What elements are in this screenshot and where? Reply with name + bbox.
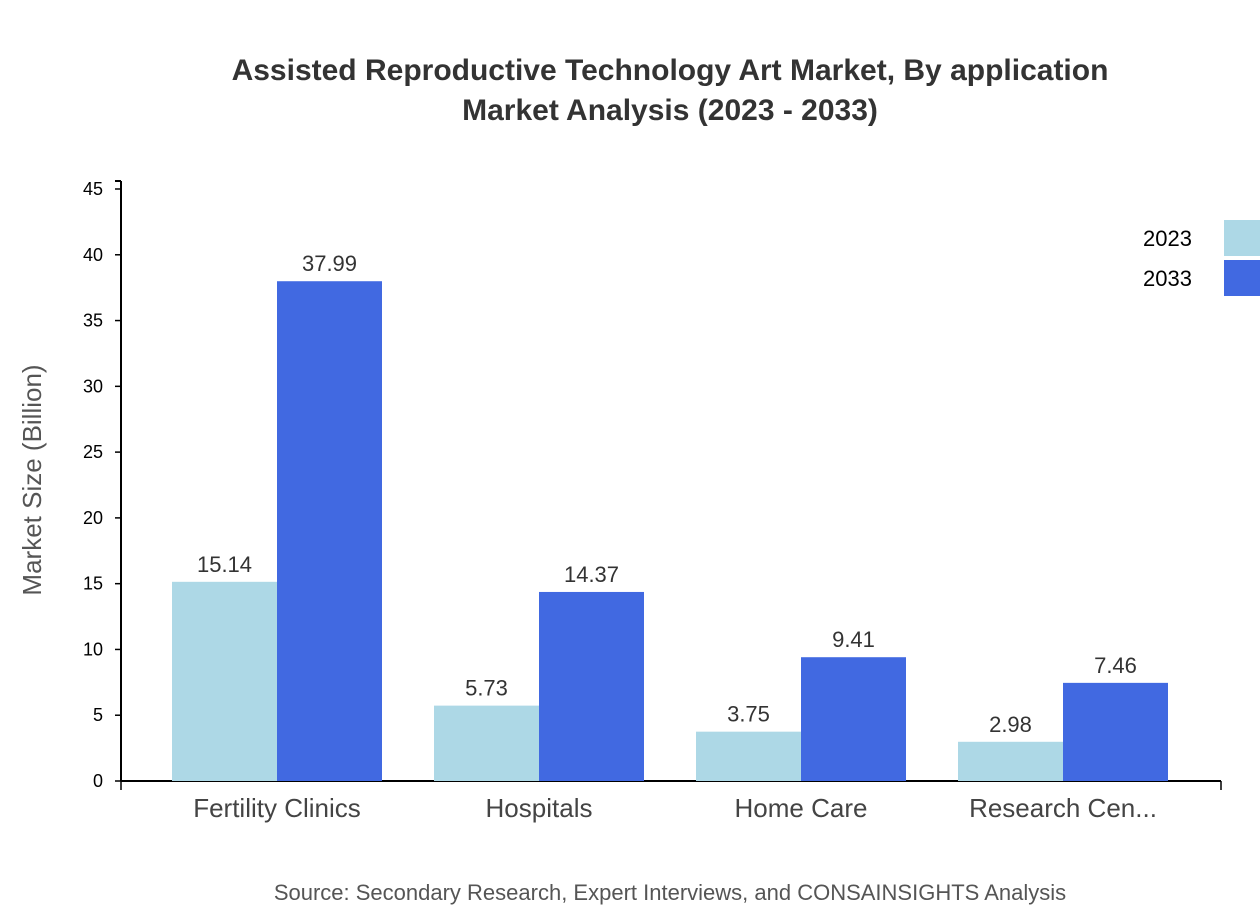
data-label-2023: 15.14 <box>197 552 252 577</box>
y-tick-label: 35 <box>83 311 103 331</box>
y-tick-label: 30 <box>83 376 103 396</box>
bar-2033 <box>277 281 382 781</box>
bar-2023 <box>958 741 1063 781</box>
y-tick-label: 15 <box>83 574 103 594</box>
legend-label-2023: 2023 <box>1143 226 1192 251</box>
source-note: Source: Secondary Research, Expert Inter… <box>274 880 1066 905</box>
y-tick-label: 0 <box>93 771 103 791</box>
bar-2023 <box>434 705 539 781</box>
y-tick-label: 45 <box>83 179 103 199</box>
bar-2033 <box>539 591 644 781</box>
chart-title-line-2: Market Analysis (2023 - 2033) <box>462 94 878 127</box>
legend-label-2033: 2033 <box>1143 266 1192 291</box>
bar-2033 <box>801 657 906 781</box>
y-tick-label: 10 <box>83 639 103 659</box>
y-tick-label: 20 <box>83 508 103 528</box>
legend-swatch-2033 <box>1224 260 1260 296</box>
x-tick-label: Research Cen... <box>969 793 1157 823</box>
y-tick-label: 5 <box>93 705 103 725</box>
bar-2023 <box>172 581 277 781</box>
data-label-2033: 14.37 <box>564 562 619 587</box>
y-tick-label: 40 <box>83 245 103 265</box>
y-axis-label: Market Size (Billion) <box>17 364 47 595</box>
data-label-2023: 2.98 <box>989 712 1032 737</box>
bar-2033 <box>1063 682 1168 781</box>
x-tick-label: Fertility Clinics <box>193 793 361 823</box>
x-tick-label: Home Care <box>735 793 868 823</box>
chart-title-line-1: Assisted Reproductive Technology Art Mar… <box>232 54 1109 87</box>
data-label-2033: 37.99 <box>302 251 357 276</box>
legend-swatch-2023 <box>1224 220 1260 256</box>
y-tick-label: 25 <box>83 442 103 462</box>
data-label-2033: 9.41 <box>832 627 875 652</box>
data-label-2023: 3.75 <box>727 702 770 727</box>
bar-2023 <box>696 731 801 781</box>
data-label-2023: 5.73 <box>465 676 508 701</box>
x-tick-label: Hospitals <box>486 793 593 823</box>
data-label-2033: 7.46 <box>1094 653 1137 678</box>
